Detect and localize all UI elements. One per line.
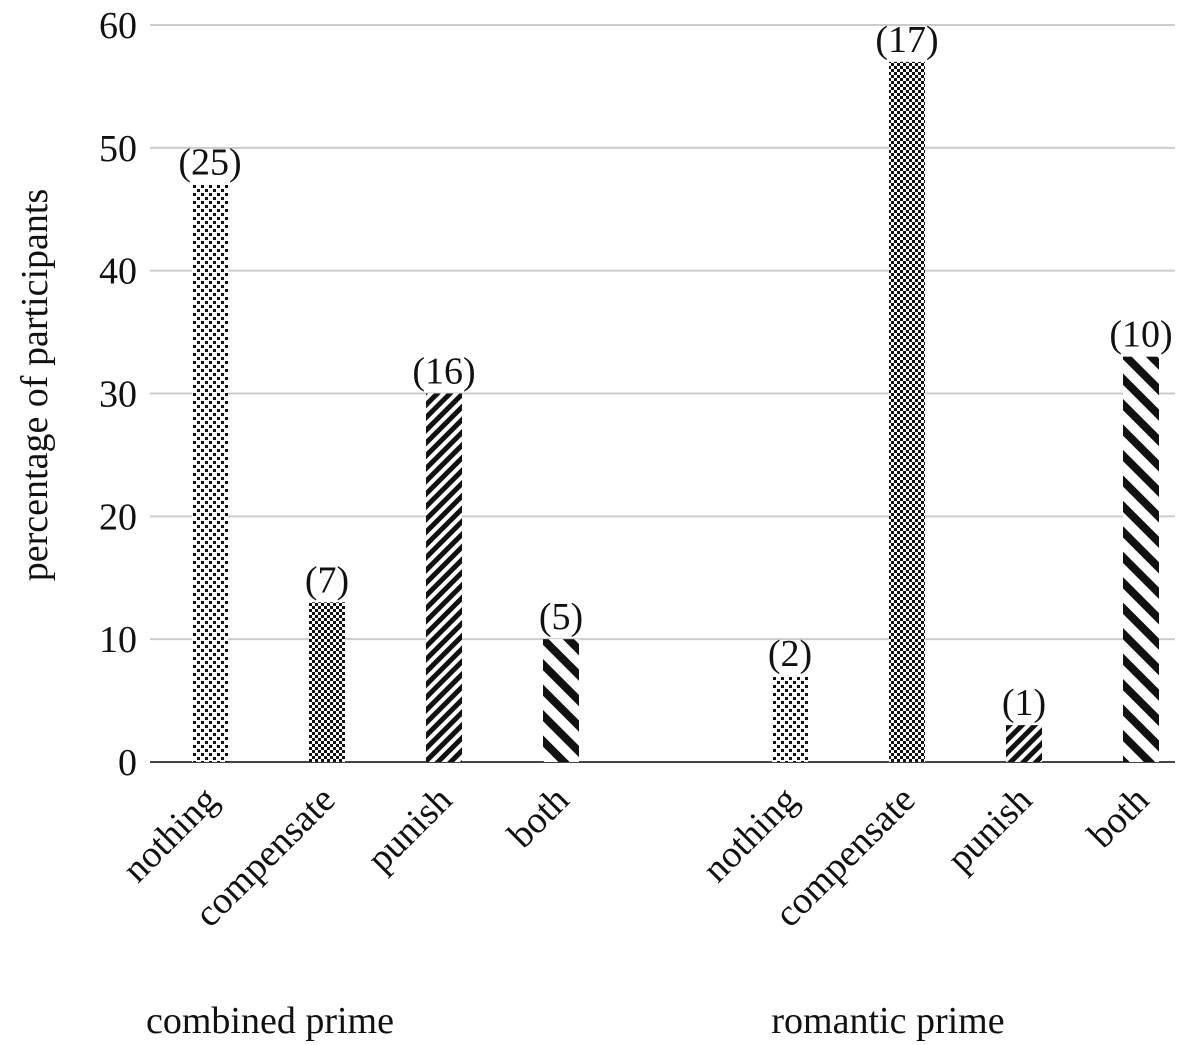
- bar-both: [543, 639, 579, 762]
- x-category-label: both: [1080, 779, 1157, 856]
- bar-punish: [1006, 725, 1042, 762]
- y-tick-label: 0: [118, 742, 137, 784]
- group-label: combined prime: [146, 1000, 394, 1042]
- x-category-label: both: [500, 779, 577, 856]
- x-category-label: punish: [939, 779, 1040, 880]
- group-labels: combined prime romantic prime: [146, 1000, 1005, 1042]
- bar-punish: [426, 393, 462, 762]
- x-category-label: nothing: [115, 779, 227, 891]
- gridlines: [150, 24, 1175, 641]
- bar-data-label: (7): [305, 559, 349, 601]
- group-label: romantic prime: [771, 1000, 1004, 1042]
- y-tick-label: 30: [99, 374, 137, 416]
- bar-data-label: (10): [1109, 314, 1172, 356]
- y-axis-label: percentage of participants: [14, 189, 56, 581]
- y-tick-label: 20: [99, 496, 137, 538]
- bar-both: [1123, 356, 1159, 762]
- bar-data-label: (2): [768, 633, 812, 675]
- y-tick-label: 10: [99, 619, 137, 661]
- bar-data-label: (1): [1002, 682, 1046, 724]
- y-tick-label: 50: [99, 128, 137, 170]
- y-tick-label: 60: [99, 5, 137, 47]
- bar-nothing: [772, 676, 808, 762]
- bar-data-label: (16): [412, 351, 475, 393]
- y-axis-ticks: 0 10 20 30 40 50 60: [99, 5, 137, 784]
- x-category-label: nothing: [695, 779, 807, 891]
- bar-compensate: [309, 602, 345, 762]
- bar-data-label: (17): [875, 19, 938, 61]
- y-tick-label: 40: [99, 251, 137, 293]
- bar-nothing: [192, 184, 228, 762]
- x-category-label: punish: [359, 779, 460, 880]
- bar-data-label: (5): [539, 596, 583, 638]
- bar-data-label: (25): [178, 142, 241, 184]
- bars: [192, 61, 1159, 763]
- data-labels: (25) (7) (16) (5) (2) (17) (1) (10): [178, 19, 1172, 724]
- bar-compensate: [889, 61, 925, 763]
